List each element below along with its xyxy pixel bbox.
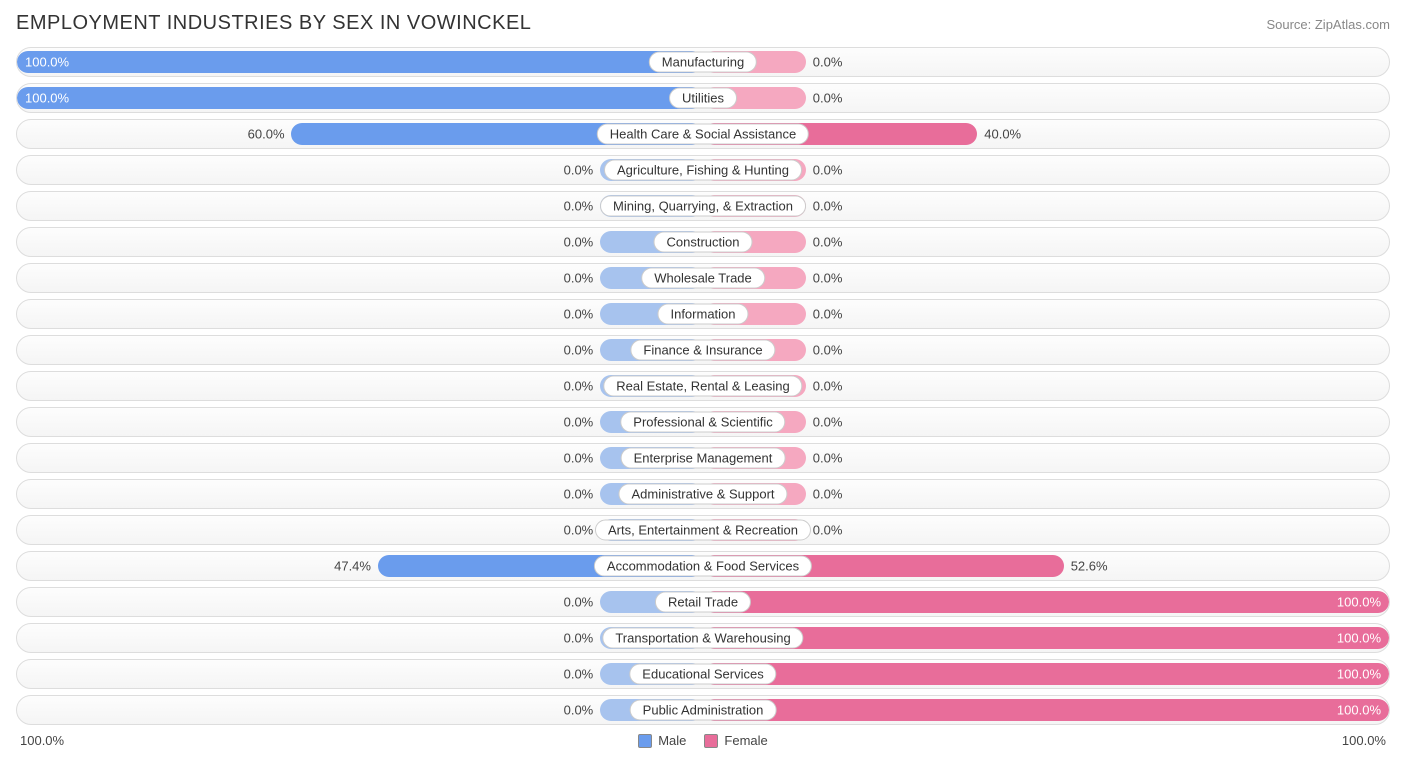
category-label: Real Estate, Rental & Leasing: [603, 376, 802, 397]
chart-row: 0.0% 0.0% Administrative & Support: [16, 479, 1390, 509]
chart-row: 0.0% 0.0% Wholesale Trade: [16, 263, 1390, 293]
legend-male-label: Male: [658, 733, 686, 748]
male-value: 0.0%: [564, 487, 594, 502]
female-value: 0.0%: [813, 307, 843, 322]
male-value: 0.0%: [564, 595, 594, 610]
female-value: 0.0%: [813, 379, 843, 394]
chart-row: 0.0% 100.0% Retail Trade: [16, 587, 1390, 617]
category-label: Health Care & Social Assistance: [597, 124, 809, 145]
chart-row: 47.4% 52.6% Accommodation & Food Services: [16, 551, 1390, 581]
female-bar: [703, 663, 1389, 685]
female-bar: [703, 699, 1389, 721]
category-label: Manufacturing: [649, 52, 757, 73]
female-bar: [703, 627, 1389, 649]
male-value: 100.0%: [25, 91, 69, 106]
male-value: 60.0%: [248, 127, 285, 142]
chart-row: 100.0% 0.0% Manufacturing: [16, 47, 1390, 77]
chart-row: 0.0% 0.0% Enterprise Management: [16, 443, 1390, 473]
category-label: Finance & Insurance: [630, 340, 775, 361]
category-label: Retail Trade: [655, 592, 751, 613]
chart-row: 0.0% 0.0% Mining, Quarrying, & Extraction: [16, 191, 1390, 221]
chart-row: 0.0% 0.0% Construction: [16, 227, 1390, 257]
chart-row: 0.0% 0.0%Arts, Entertainment & Recreation: [16, 515, 1390, 545]
female-value: 0.0%: [813, 199, 843, 214]
category-label: Professional & Scientific: [620, 412, 785, 433]
chart-row: 0.0% 0.0% Real Estate, Rental & Leasing: [16, 371, 1390, 401]
male-value: 0.0%: [564, 667, 594, 682]
chart-footer: 100.0% Male Female 100.0%: [16, 733, 1390, 748]
female-value: 0.0%: [813, 523, 843, 538]
male-value: 0.0%: [564, 271, 594, 286]
female-value: 0.0%: [813, 235, 843, 250]
legend-male: Male: [638, 733, 686, 748]
category-label: Construction: [654, 232, 753, 253]
female-value: 40.0%: [984, 127, 1021, 142]
female-value: 0.0%: [813, 415, 843, 430]
male-value: 100.0%: [25, 55, 69, 70]
chart-row: 0.0% 0.0% Finance & Insurance: [16, 335, 1390, 365]
category-label: Administrative & Support: [618, 484, 787, 505]
chart-row: 0.0% 100.0% Educational Services: [16, 659, 1390, 689]
female-value: 100.0%: [1337, 703, 1381, 718]
category-label: Enterprise Management: [621, 448, 786, 469]
category-label: Wholesale Trade: [641, 268, 765, 289]
male-value: 0.0%: [564, 307, 594, 322]
category-label: Transportation & Warehousing: [602, 628, 803, 649]
female-value: 0.0%: [813, 487, 843, 502]
male-value: 0.0%: [564, 631, 594, 646]
female-value: 0.0%: [813, 55, 843, 70]
axis-right-label: 100.0%: [1342, 733, 1386, 748]
category-label: Utilities: [669, 88, 737, 109]
category-label: Public Administration: [630, 700, 777, 721]
category-label: Mining, Quarrying, & Extraction: [600, 196, 806, 217]
chart-header: EMPLOYMENT INDUSTRIES BY SEX IN VOWINCKE…: [16, 12, 1390, 35]
male-bar: [17, 51, 703, 73]
female-value: 100.0%: [1337, 595, 1381, 610]
axis-left-label: 100.0%: [20, 733, 64, 748]
female-value: 0.0%: [813, 343, 843, 358]
male-value: 0.0%: [564, 379, 594, 394]
chart-row: 0.0% 0.0% Agriculture, Fishing & Hunting: [16, 155, 1390, 185]
female-value: 100.0%: [1337, 631, 1381, 646]
legend: Male Female: [638, 733, 768, 748]
chart-title: EMPLOYMENT INDUSTRIES BY SEX IN VOWINCKE…: [16, 12, 531, 35]
category-label: Agriculture, Fishing & Hunting: [604, 160, 802, 181]
male-value: 0.0%: [564, 415, 594, 430]
female-value: 100.0%: [1337, 667, 1381, 682]
chart-source: Source: ZipAtlas.com: [1266, 17, 1390, 32]
category-label: Arts, Entertainment & Recreation: [595, 520, 811, 541]
female-value: 0.0%: [813, 271, 843, 286]
female-value: 0.0%: [813, 451, 843, 466]
male-value: 0.0%: [564, 199, 594, 214]
chart-row: 0.0% 0.0% Information: [16, 299, 1390, 329]
legend-female: Female: [704, 733, 767, 748]
category-label: Educational Services: [629, 664, 776, 685]
male-bar: [17, 87, 703, 109]
diverging-bar-chart: 100.0% 0.0% Manufacturing 100.0% 0.0% Utiliti…: [16, 47, 1390, 725]
female-value: 0.0%: [813, 91, 843, 106]
male-value: 0.0%: [564, 343, 594, 358]
male-value: 0.0%: [564, 703, 594, 718]
male-value: 47.4%: [334, 559, 371, 574]
male-value: 0.0%: [564, 451, 594, 466]
male-value: 0.0%: [564, 163, 594, 178]
category-label: Accommodation & Food Services: [594, 556, 812, 577]
chart-row: 60.0% 40.0% Health Care & Social Assistanc…: [16, 119, 1390, 149]
male-value: 0.0%: [564, 235, 594, 250]
chart-row: 0.0% 100.0% Public Administration: [16, 695, 1390, 725]
male-value: 0.0%: [564, 523, 594, 538]
chart-row: 0.0% 100.0% Transportation & Warehousing: [16, 623, 1390, 653]
chart-row: 0.0% 0.0% Professional & Scientific: [16, 407, 1390, 437]
female-value: 52.6%: [1071, 559, 1108, 574]
category-label: Information: [657, 304, 748, 325]
chart-row: 100.0% 0.0% Utilities: [16, 83, 1390, 113]
female-swatch-icon: [704, 734, 718, 748]
male-swatch-icon: [638, 734, 652, 748]
legend-female-label: Female: [724, 733, 767, 748]
female-bar: [703, 591, 1389, 613]
female-value: 0.0%: [813, 163, 843, 178]
